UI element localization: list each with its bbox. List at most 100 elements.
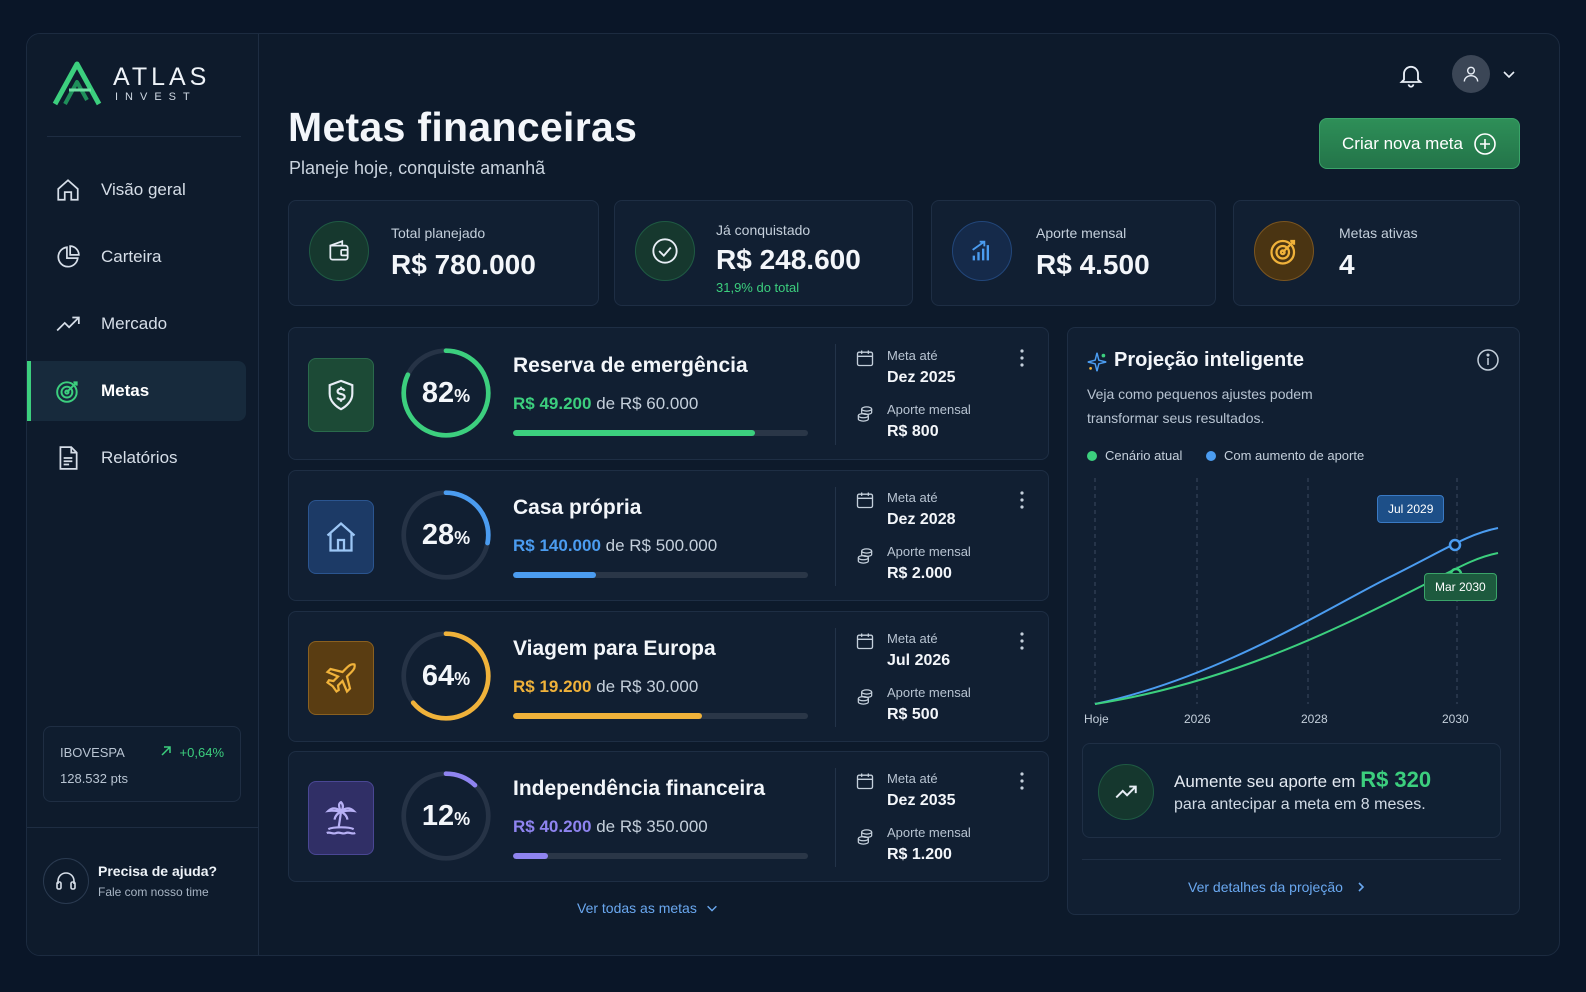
trend-icon <box>56 316 80 332</box>
goal-card[interactable]: 64% Viagem para Europa R$ 19.200 de R$ 3… <box>288 611 1049 742</box>
card-divider <box>835 628 836 727</box>
sidebar-item-relatorios[interactable]: Relatórios <box>27 428 246 488</box>
projection-details-link[interactable]: Ver detalhes da projeção <box>1188 879 1367 895</box>
contribution-value: R$ 1.200 <box>887 846 952 863</box>
card-divider <box>835 344 836 445</box>
more-options-icon[interactable] <box>1015 489 1029 511</box>
bell-icon[interactable] <box>1397 61 1425 89</box>
goal-card[interactable]: 12% Independência financeira R$ 40.200 d… <box>288 751 1049 882</box>
sidebar-item-metas[interactable]: Metas <box>27 361 246 421</box>
axis-tick: Hoje <box>1084 712 1109 726</box>
arrow-up-right-icon <box>161 746 171 756</box>
chevron-down-icon[interactable] <box>1501 66 1517 82</box>
calendar-icon <box>856 492 874 509</box>
see-all-label: Ver todas as metas <box>577 900 697 916</box>
ticker-change-value: +0,64% <box>179 745 224 760</box>
suggestion-prefix: Aumente seu aporte em <box>1174 772 1356 791</box>
calendar-icon <box>856 350 874 367</box>
contribution-label: Aporte mensal <box>887 544 971 559</box>
stat-value: 4 <box>1339 249 1355 280</box>
deadline-label: Meta até <box>887 631 938 646</box>
progress-bar <box>513 853 808 859</box>
stat-note: 31,9% do total <box>716 280 800 295</box>
see-all-goals-link[interactable]: Ver todas as metas <box>577 900 719 916</box>
goal-current: R$ 19.200 <box>513 677 592 696</box>
sidebar-item-label: Relatórios <box>101 448 178 467</box>
projection-title: Projeção inteligente <box>1114 349 1305 371</box>
percent-sign: % <box>454 668 471 689</box>
shield-dollar-icon <box>308 358 374 432</box>
goal-card[interactable]: 82% Reserva de emergência R$ 49.200 de R… <box>288 327 1049 460</box>
atlas-logo-icon <box>52 61 102 106</box>
progress-bar <box>513 713 808 719</box>
goal-amount: R$ 19.200 de R$ 30.000 <box>513 677 698 697</box>
sidebar-item-mercado[interactable]: Mercado <box>27 294 246 354</box>
progress-ring-graphic <box>401 631 491 721</box>
legend-label: Com aumento de aporte <box>1224 448 1365 463</box>
ticker-name: IBOVESPA <box>60 745 125 760</box>
deadline-value: Jul 2026 <box>887 652 951 669</box>
goal-target: de R$ 350.000 <box>596 817 708 836</box>
sparkle-icon <box>1087 352 1107 372</box>
check-circle-icon <box>635 221 695 281</box>
sidebar-item-label: Metas <box>101 381 150 400</box>
coins-icon <box>857 689 873 705</box>
goal-target: de R$ 500.000 <box>605 536 718 555</box>
sidebar-item-carteira[interactable]: Carteira <box>27 227 246 287</box>
goal-amount: R$ 140.000 de R$ 500.000 <box>513 536 717 556</box>
sidebar-divider <box>27 827 259 828</box>
progress-ring: 64% <box>399 629 493 723</box>
stat-label: Aporte mensal <box>1036 225 1127 241</box>
sidebar-item-label: Carteira <box>101 247 162 266</box>
wallet-icon <box>309 221 369 281</box>
contribution-value: R$ 500 <box>887 706 939 723</box>
trend-up-icon <box>1098 764 1154 820</box>
contribution-label: Aporte mensal <box>887 402 971 417</box>
help-contact[interactable]: Precisa de ajuda? Fale com nosso time <box>43 858 217 904</box>
market-ticker[interactable]: IBOVESPA +0,64% 128.532 pts <box>43 726 241 802</box>
more-options-icon[interactable] <box>1015 630 1029 652</box>
sidebar-nav: Visão geral Carteira Mercado Metas Relat… <box>27 160 258 495</box>
axis-tick: 2028 <box>1301 712 1328 726</box>
target-icon <box>56 381 78 403</box>
goal-current: R$ 40.200 <box>513 817 592 836</box>
info-icon[interactable] <box>1476 348 1500 372</box>
series-boosted-line <box>1094 527 1499 705</box>
brand-subtitle: INVEST <box>115 90 197 103</box>
user-icon <box>1463 66 1479 82</box>
legend-dot <box>1206 450 1216 461</box>
legend-current: Cenário atual <box>1087 448 1182 463</box>
suggestion-card: Aumente seu aporte em R$ 320 para anteci… <box>1082 743 1501 838</box>
stat-label: Total planejado <box>391 225 486 241</box>
create-goal-label: Criar nova meta <box>1342 133 1463 153</box>
percent-sign: % <box>454 527 471 548</box>
calendar-icon <box>856 773 874 790</box>
brand-logo[interactable]: ATLAS INVEST <box>51 60 210 106</box>
goal-current: R$ 49.200 <box>513 394 592 413</box>
percent-value: 64 <box>421 659 455 692</box>
percent-sign: % <box>454 808 471 829</box>
sidebar-item-visao-geral[interactable]: Visão geral <box>27 160 246 220</box>
contribution-value: R$ 800 <box>887 423 939 440</box>
more-options-icon[interactable] <box>1015 770 1029 792</box>
create-goal-button[interactable]: Criar nova meta <box>1319 118 1520 169</box>
progress-bar-fill <box>513 853 549 859</box>
progress-bar-fill <box>513 713 702 719</box>
stat-achieved: Já conquistado R$ 248.600 31,9% do total <box>614 200 913 306</box>
sidebar-item-label: Visão geral <box>101 180 186 199</box>
calendar-icon <box>856 633 874 650</box>
percent-value: 82 <box>421 376 455 409</box>
tooltip-boosted: Jul 2029 <box>1377 495 1445 523</box>
stat-monthly-contribution: Aporte mensal R$ 4.500 <box>931 200 1216 306</box>
goal-card[interactable]: 28% Casa própria R$ 140.000 de R$ 500.00… <box>288 470 1049 601</box>
goal-name: Viagem para Europa <box>513 637 716 660</box>
legend-dot <box>1087 450 1097 461</box>
plus-circle-icon <box>1474 132 1496 155</box>
more-options-icon[interactable] <box>1015 347 1029 369</box>
marker-boosted[interactable] <box>1448 538 1462 552</box>
stat-value: R$ 4.500 <box>1036 249 1150 280</box>
progress-ring: 82% <box>399 346 493 440</box>
avatar[interactable] <box>1452 55 1490 93</box>
deadline-label: Meta até <box>887 490 938 505</box>
goal-target: de R$ 30.000 <box>596 677 699 696</box>
